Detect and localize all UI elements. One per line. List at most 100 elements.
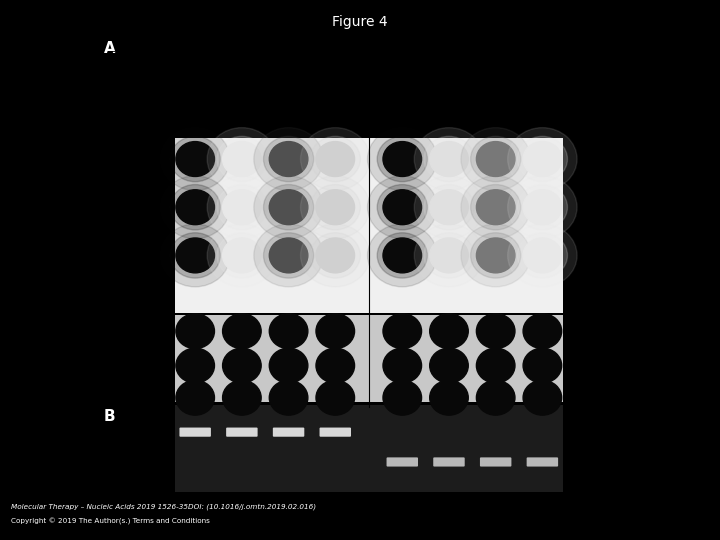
FancyBboxPatch shape xyxy=(526,457,558,467)
Text: IVT mRNA: IVT mRNA xyxy=(81,51,133,61)
Circle shape xyxy=(430,380,468,415)
Circle shape xyxy=(222,348,261,383)
Circle shape xyxy=(170,233,220,278)
Circle shape xyxy=(523,141,562,177)
Circle shape xyxy=(523,238,562,273)
Circle shape xyxy=(424,137,474,181)
FancyBboxPatch shape xyxy=(179,428,211,437)
Text: -: - xyxy=(193,79,197,92)
Circle shape xyxy=(377,137,428,181)
Circle shape xyxy=(222,190,261,225)
Circle shape xyxy=(517,137,567,181)
Circle shape xyxy=(461,224,531,287)
Circle shape xyxy=(316,238,354,273)
Circle shape xyxy=(316,314,354,349)
Circle shape xyxy=(254,176,323,239)
Circle shape xyxy=(310,185,360,230)
Circle shape xyxy=(523,348,562,383)
Circle shape xyxy=(316,348,354,383)
Circle shape xyxy=(508,224,577,287)
Text: purified: purified xyxy=(93,80,133,91)
Circle shape xyxy=(300,224,370,287)
Circle shape xyxy=(161,127,230,191)
Circle shape xyxy=(477,141,515,177)
Circle shape xyxy=(269,238,308,273)
FancyBboxPatch shape xyxy=(320,428,351,437)
Circle shape xyxy=(377,185,428,230)
Circle shape xyxy=(207,224,276,287)
Text: +: + xyxy=(330,79,341,92)
Circle shape xyxy=(383,190,422,225)
Circle shape xyxy=(161,176,230,239)
Text: Molecular Therapy – Nucleic Acids 2019 1526-35DOI: (10.1016/j.omtn.2019.02.016): Molecular Therapy – Nucleic Acids 2019 1… xyxy=(11,504,316,510)
FancyBboxPatch shape xyxy=(226,428,258,437)
Circle shape xyxy=(383,314,422,349)
Circle shape xyxy=(430,141,468,177)
Text: -: - xyxy=(493,79,498,92)
Circle shape xyxy=(430,190,468,225)
Circle shape xyxy=(367,127,437,191)
Circle shape xyxy=(523,314,562,349)
Circle shape xyxy=(477,348,515,383)
Circle shape xyxy=(222,314,261,349)
Circle shape xyxy=(477,190,515,225)
FancyBboxPatch shape xyxy=(175,138,562,313)
Circle shape xyxy=(523,380,562,415)
Circle shape xyxy=(383,348,422,383)
Circle shape xyxy=(269,348,308,383)
Circle shape xyxy=(310,233,360,278)
Text: -: - xyxy=(400,79,405,92)
Circle shape xyxy=(217,233,267,278)
Circle shape xyxy=(367,224,437,287)
Text: agarose gel: agarose gel xyxy=(72,453,133,462)
Circle shape xyxy=(367,176,437,239)
Circle shape xyxy=(471,185,521,230)
Circle shape xyxy=(176,348,215,383)
Circle shape xyxy=(471,137,521,181)
FancyBboxPatch shape xyxy=(175,404,562,492)
Circle shape xyxy=(176,238,215,273)
Circle shape xyxy=(383,238,422,273)
Circle shape xyxy=(508,127,577,191)
Text: +: + xyxy=(444,79,454,92)
Circle shape xyxy=(424,185,474,230)
Text: m1Ψ: m1Ψ xyxy=(505,63,533,76)
Circle shape xyxy=(471,233,521,278)
Circle shape xyxy=(254,224,323,287)
Text: Copyright © 2019 The Author(s.) Terms and Conditions: Copyright © 2019 The Author(s.) Terms an… xyxy=(11,518,210,525)
Circle shape xyxy=(414,224,484,287)
Circle shape xyxy=(217,137,267,181)
Text: 1.3 kb: 1.3 kb xyxy=(454,45,491,58)
Text: A: A xyxy=(104,42,115,56)
Circle shape xyxy=(264,233,314,278)
Circle shape xyxy=(430,314,468,349)
Text: m1Ψ: m1Ψ xyxy=(298,63,326,76)
Circle shape xyxy=(222,238,261,273)
Circle shape xyxy=(161,224,230,287)
Text: +: + xyxy=(237,79,247,92)
Circle shape xyxy=(430,238,468,273)
Circle shape xyxy=(207,127,276,191)
Circle shape xyxy=(269,141,308,177)
Circle shape xyxy=(523,190,562,225)
Circle shape xyxy=(461,127,531,191)
Circle shape xyxy=(217,185,267,230)
Circle shape xyxy=(508,176,577,239)
Circle shape xyxy=(176,190,215,225)
Circle shape xyxy=(424,233,474,278)
Circle shape xyxy=(461,176,531,239)
Circle shape xyxy=(414,176,484,239)
FancyBboxPatch shape xyxy=(273,428,305,437)
FancyBboxPatch shape xyxy=(480,457,511,467)
Text: J2 mAb: J2 mAb xyxy=(96,220,133,231)
Circle shape xyxy=(176,314,215,349)
Circle shape xyxy=(517,185,567,230)
FancyBboxPatch shape xyxy=(175,315,562,402)
Text: U: U xyxy=(421,63,430,76)
Circle shape xyxy=(207,176,276,239)
Circle shape xyxy=(222,380,261,415)
Circle shape xyxy=(477,238,515,273)
Circle shape xyxy=(430,348,468,383)
Circle shape xyxy=(383,380,422,415)
Circle shape xyxy=(176,141,215,177)
